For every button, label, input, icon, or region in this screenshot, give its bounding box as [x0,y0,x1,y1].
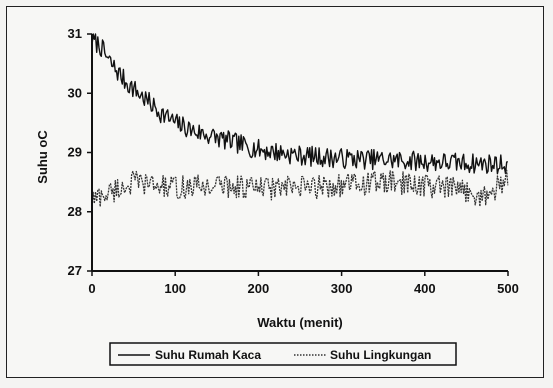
y-axis-title: Suhu oC [35,130,50,184]
x-tick-label: 0 [88,281,95,296]
series-line-suhu-rumah-kaca [91,33,509,175]
y-tick-label: 29 [68,145,82,160]
y-tick-label: 31 [68,26,82,41]
x-tick-label: 500 [497,281,519,296]
legend-label-suhu-rumah-kaca: Suhu Rumah Kaca [155,348,261,362]
series-line-suhu-lingkungan [91,169,509,208]
x-tick-label: 100 [164,281,186,296]
legend-box [109,342,457,366]
y-tick-label: 28 [68,204,82,219]
legend: Suhu Rumah Kaca Suhu Lingkungan [109,342,457,366]
y-tick-label: 27 [68,263,82,278]
x-tick-label: 400 [414,281,436,296]
x-tick-label: 300 [331,281,353,296]
x-axis-title: Waktu (menit) [257,315,342,330]
legend-label-suhu-lingkungan: Suhu Lingkungan [330,348,431,362]
y-tick-label: 30 [68,85,82,100]
x-tick-label: 200 [248,281,270,296]
